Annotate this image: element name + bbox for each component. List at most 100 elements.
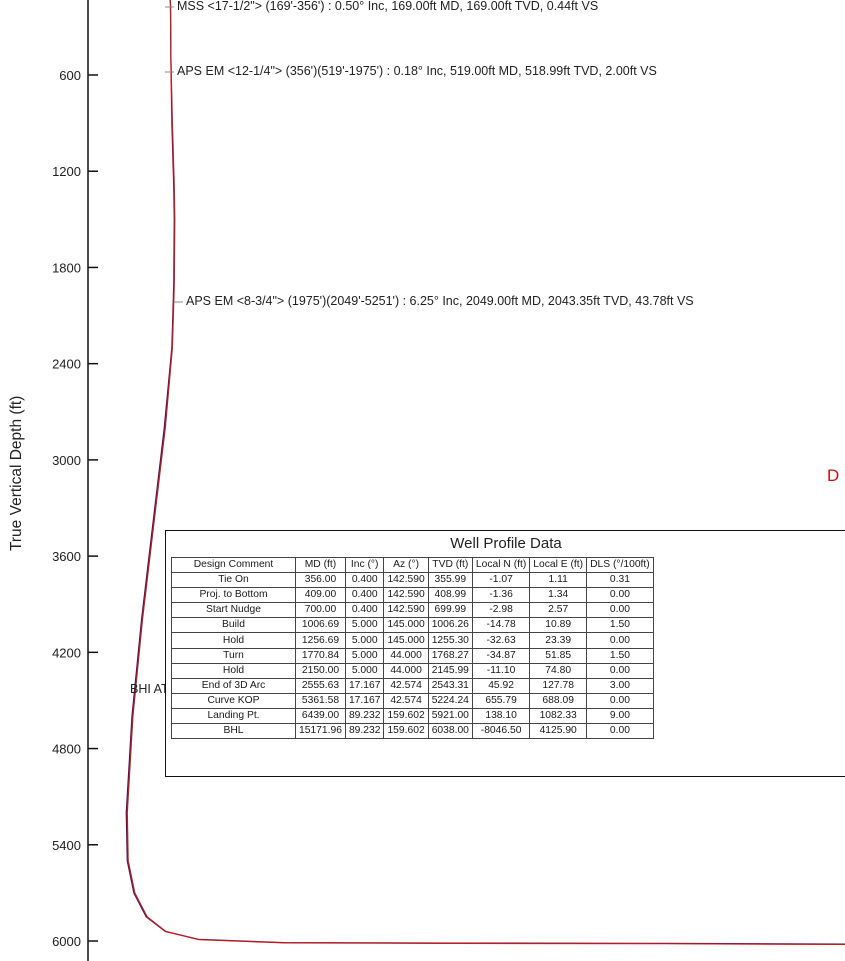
y-tick-label: 3600 — [52, 549, 81, 564]
table-cell: 89.232 — [344, 707, 385, 725]
survey-annotation: APS EM <8-3/4"> (1975')(2049'-5251') : 6… — [186, 294, 694, 308]
table-cell: 3.00 — [586, 677, 654, 694]
table-cell: 6038.00 — [427, 723, 473, 740]
table-cell: Curve KOP — [171, 692, 296, 709]
table-header-row: Design Comment MD (ft) Inc (°) Az (°) TVD (f… — [171, 556, 654, 574]
table-cell: 1082.33 — [529, 707, 588, 725]
table-cell: -34.87 — [471, 647, 531, 664]
table-column-header: Inc (°) — [344, 556, 385, 574]
table-cell: 5.000 — [344, 647, 385, 664]
y-tick-label: 5400 — [52, 838, 81, 853]
table-row: Tie On 356.00 0.400 142.590 355.99 -1.07 1.11 0… — [171, 572, 654, 589]
table-cell: 45.92 — [471, 677, 531, 694]
table-cell: 1.11 — [529, 572, 588, 589]
table-row: Build 1006.69 5.000 145.000 1006.26 -14.78 10.… — [171, 617, 654, 634]
table-cell: 159.602 — [383, 707, 429, 725]
table-cell: 0.400 — [344, 572, 385, 589]
table-cell: 408.99 — [427, 587, 473, 604]
y-axis-ticks: 600 1200 1800 2400 3000 3600 4200 4800 5400 6000 — [52, 68, 98, 949]
y-tick-label: 4800 — [52, 742, 81, 757]
table-cell: 1.50 — [586, 617, 654, 634]
table-cell: 0.00 — [586, 692, 654, 709]
table-cell: Build — [171, 617, 296, 634]
table-cell: 1006.26 — [427, 617, 473, 634]
table-cell: -32.63 — [471, 632, 531, 649]
table-column-header: DLS (°/100ft) — [586, 556, 654, 574]
table-cell: 699.99 — [427, 602, 473, 619]
table-cell: Hold — [171, 632, 296, 649]
table-cell: 688.09 — [529, 692, 588, 709]
trajectory-series — [125, 0, 845, 946]
y-tick-label: 600 — [59, 68, 81, 83]
table-cell: Landing Pt. — [171, 707, 296, 725]
table-column-header: MD (ft) — [295, 556, 346, 574]
table-column-header: Local E (ft) — [529, 556, 588, 574]
table-cell: 10.89 — [529, 617, 588, 634]
table-row: Hold 2150.00 5.000 44.000 2145.99 -11.10 74.80… — [171, 662, 654, 679]
table-cell: Tie On — [171, 572, 296, 589]
table-cell: 159.602 — [383, 723, 429, 740]
table-row: Hold 1256.69 5.000 145.000 1255.30 -32.63 23.3… — [171, 632, 654, 649]
annotation-ticks — [165, 6, 183, 303]
table-cell: 1006.69 — [295, 617, 346, 634]
table-cell: 356.00 — [295, 572, 346, 589]
y-tick-label: 2400 — [52, 357, 81, 372]
y-axis-label: True Vertical Depth (ft) — [8, 395, 25, 551]
table-cell: 5361.58 — [295, 692, 346, 709]
table-body: Tie On 356.00 0.400 142.590 355.99 -1.07 1.11 0… — [171, 572, 654, 740]
table-cell: 9.00 — [586, 707, 654, 725]
table-cell: 1255.30 — [427, 632, 473, 649]
table-cell: -11.10 — [471, 662, 531, 679]
table-cell: 145.000 — [383, 617, 429, 634]
table-cell: Hold — [171, 662, 296, 679]
table-cell: 700.00 — [295, 602, 346, 619]
table-cell: Turn — [171, 647, 296, 664]
table-cell: 2555.63 — [295, 677, 346, 694]
table-cell: 6439.00 — [295, 707, 346, 725]
table-cell: -8046.50 — [471, 723, 531, 740]
table-cell: 15171.96 — [295, 723, 346, 740]
table-cell: 17.167 — [344, 677, 385, 694]
table-column-header: Design Comment — [171, 556, 296, 574]
table-cell: Start Nudge — [171, 602, 296, 619]
table-row: End of 3D Arc 2555.63 17.167 42.574 2543.31 4… — [171, 677, 654, 694]
survey-annotation: MSS <17-1/2"> (169'-356') : 0.50° Inc, 1… — [177, 0, 599, 13]
y-tick-label: 3000 — [52, 453, 81, 468]
table-cell: 5.000 — [344, 632, 385, 649]
table-cell: 2543.31 — [427, 677, 473, 694]
table-cell: 2145.99 — [427, 662, 473, 679]
table-row: Proj. to Bottom 409.00 0.400 142.590 408.99-… — [171, 587, 654, 604]
table-cell: -14.78 — [471, 617, 531, 634]
table-cell: 1256.69 — [295, 632, 346, 649]
table-cell: 409.00 — [295, 587, 346, 604]
y-tick-label: 1800 — [52, 260, 81, 275]
table-cell: 0.31 — [586, 572, 654, 589]
table-cell: -1.36 — [471, 587, 531, 604]
table-column-header: Az (°) — [383, 556, 429, 574]
table-cell: 44.000 — [383, 647, 429, 664]
survey-annotation: APS EM <12-1/4"> (356')(519'-1975') : 0.… — [177, 64, 657, 78]
table-cell: 1.50 — [586, 647, 654, 664]
table-row: BHL 15171.96 89.232 159.602 6038.00 -8046.50 4… — [171, 723, 654, 740]
series-line-actual — [126, 0, 845, 946]
table-cell: 142.590 — [383, 602, 429, 619]
table-cell: 0.00 — [586, 723, 654, 740]
table-cell: 44.000 — [383, 662, 429, 679]
table-cell: 142.590 — [383, 587, 429, 604]
table-cell: 1768.27 — [427, 647, 473, 664]
y-tick-label: 4200 — [52, 645, 81, 660]
table-cell: 0.00 — [586, 662, 654, 679]
table-cell: -2.98 — [471, 602, 531, 619]
table-cell: 655.79 — [471, 692, 531, 709]
table-cell: 89.232 — [344, 723, 385, 740]
well-profile-table: Design Comment MD (ft) Inc (°) Az (°) TVD (f… — [171, 556, 654, 740]
table-cell: 142.590 — [383, 572, 429, 589]
table-cell: 4125.90 — [529, 723, 588, 740]
table-row: Landing Pt. 6439.00 89.232 159.602 5921.00 13… — [171, 707, 654, 725]
y-tick-label: 1200 — [52, 164, 81, 179]
table-cell: 2150.00 — [295, 662, 346, 679]
table-cell: 355.99 — [427, 572, 473, 589]
table-cell: 51.85 — [529, 647, 588, 664]
table-cell: 138.10 — [471, 707, 531, 725]
